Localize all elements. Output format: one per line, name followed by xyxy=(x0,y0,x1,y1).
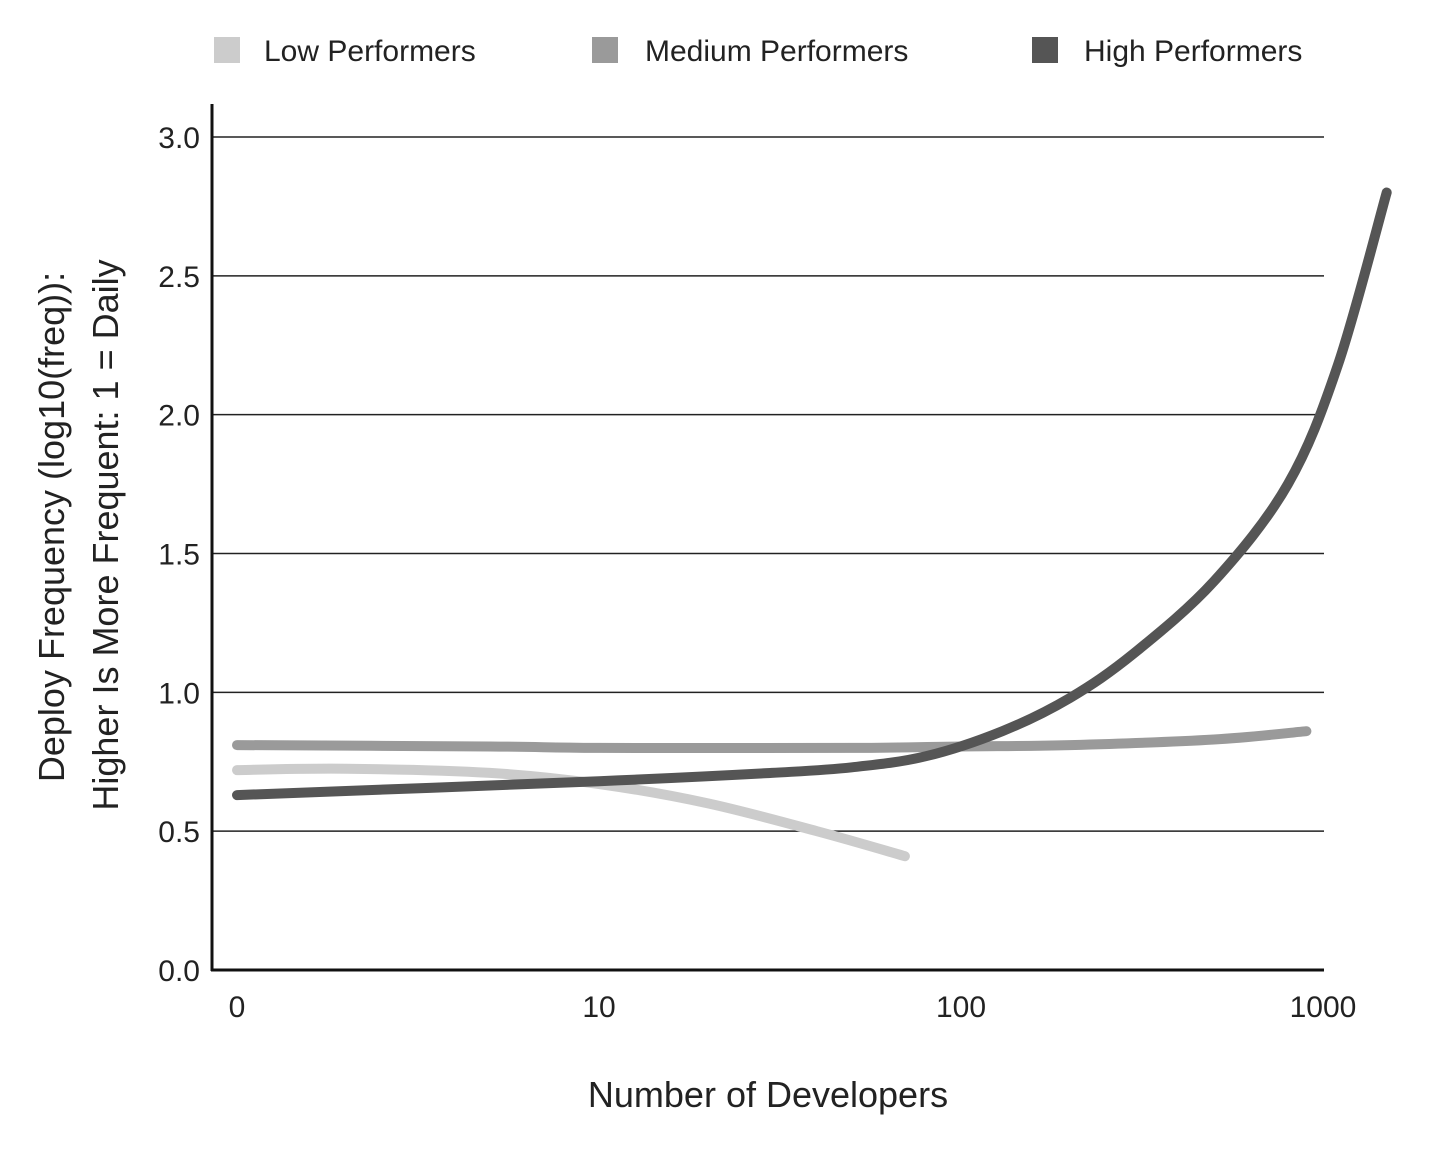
x-tick-label: 100 xyxy=(936,991,986,1024)
x-tick-label: 0 xyxy=(229,991,246,1024)
legend-swatch-high-performers xyxy=(1032,37,1058,63)
series-line-medium-performers xyxy=(232,726,1312,754)
y-tick-label: 1.0 xyxy=(158,677,200,710)
grid-lines xyxy=(212,136,1324,832)
axes xyxy=(210,104,1324,972)
legend-label-high-performers: High Performers xyxy=(1084,35,1302,68)
y-tick-labels: 0.0 0.5 1.0 1.5 2.0 2.5 3.0 xyxy=(158,122,200,988)
y-tick-label: 0.5 xyxy=(158,816,200,849)
y-axis-title-line-1: Deploy Frequency (log10(freq)): xyxy=(31,272,72,782)
y-axis-title-line-2: Higher Is More Frequent: 1 = Daily xyxy=(85,259,126,810)
axis-titles: Number of Developers Deploy Frequency (lo… xyxy=(31,259,948,1115)
y-tick-label: 2.5 xyxy=(158,261,200,294)
y-tick-label: 2.0 xyxy=(158,400,200,433)
x-axis-title: Number of Developers xyxy=(588,1074,948,1115)
legend-label-low-performers: Low Performers xyxy=(264,35,476,68)
x-tick-labels: 0 10 100 1000 xyxy=(229,991,1357,1024)
x-tick-label: 1000 xyxy=(1290,991,1357,1024)
legend-swatch-medium-performers xyxy=(592,37,618,63)
y-tick-label: 0.0 xyxy=(158,955,200,988)
series-lines xyxy=(232,187,1392,862)
legend: Low Performers Medium Performers High Perf… xyxy=(214,35,1302,68)
x-tick-label: 10 xyxy=(582,991,615,1024)
legend-label-medium-performers: Medium Performers xyxy=(645,35,908,68)
series-line-high-performers xyxy=(232,187,1392,801)
y-tick-label: 3.0 xyxy=(158,122,200,155)
y-tick-label: 1.5 xyxy=(158,539,200,572)
legend-swatch-low-performers xyxy=(214,37,240,63)
